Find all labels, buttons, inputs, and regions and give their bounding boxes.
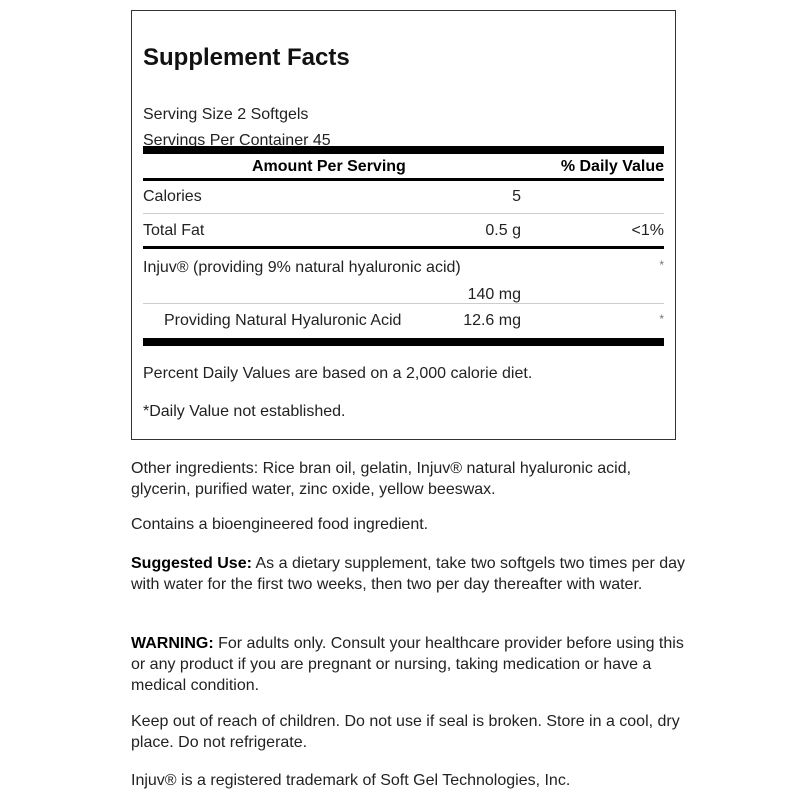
other-ingredients: Other ingredients: Rice bran oil, gelati…	[131, 460, 632, 498]
row-dv: *	[659, 258, 664, 272]
panel-title: Supplement Facts	[143, 44, 350, 71]
header-amount: Amount Per Serving	[252, 158, 406, 175]
storage-note: Keep out of reach of children. Do not us…	[131, 713, 680, 751]
row-dv: *	[659, 312, 664, 326]
row-divider	[143, 303, 664, 304]
row-dv: <1%	[631, 222, 664, 239]
row-amount: 5	[512, 188, 521, 205]
warning-text: For adults only. Consult your healthcare…	[131, 635, 684, 694]
thick-divider	[143, 338, 664, 346]
row-divider	[143, 213, 664, 214]
supplement-facts-panel: Supplement Facts Serving Size 2 Softgels…	[131, 10, 676, 440]
divider	[143, 246, 664, 249]
footnote-daily-values: Percent Daily Values are based on a 2,00…	[143, 365, 533, 382]
row-amount: 12.6 mg	[463, 312, 521, 329]
footnote-not-established: *Daily Value not established.	[143, 403, 346, 420]
warning-label: WARNING:	[131, 635, 214, 652]
suggested-use-text: As a dietary supplement, take two softge…	[131, 555, 686, 593]
row-name: Total Fat	[143, 222, 205, 239]
row-name: Providing Natural Hyaluronic Acid	[164, 312, 402, 329]
warning: WARNING: For adults only. Consult your h…	[131, 633, 691, 696]
suggested-use-label: Suggested Use:	[131, 555, 252, 572]
row-name: Calories	[143, 188, 202, 205]
trademark-note: Injuv® is a registered trademark of Soft…	[131, 772, 571, 789]
row-name: Injuv® (providing 9% natural hyaluronic …	[143, 259, 461, 276]
row-amount: 0.5 g	[485, 222, 521, 239]
divider	[143, 178, 664, 181]
suggested-use: Suggested Use: As a dietary supplement, …	[131, 553, 691, 595]
serving-size: Serving Size 2 Softgels	[143, 106, 309, 123]
thick-divider	[143, 146, 664, 154]
row-amount: 140 mg	[467, 286, 521, 303]
header-dv: % Daily Value	[560, 158, 664, 175]
bioengineered-note: Contains a bioengineered food ingredient…	[131, 516, 429, 533]
servings-per-container: Servings Per Container 45	[143, 132, 331, 149]
